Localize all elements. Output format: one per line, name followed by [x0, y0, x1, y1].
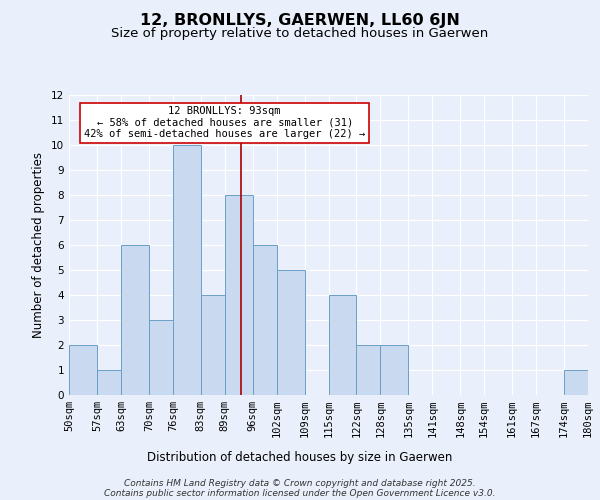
Bar	[564, 370, 588, 395]
Bar	[149, 320, 173, 395]
Bar	[380, 345, 409, 395]
Bar	[329, 295, 356, 395]
Bar	[225, 195, 253, 395]
Text: 12, BRONLLYS, GAERWEN, LL60 6JN: 12, BRONLLYS, GAERWEN, LL60 6JN	[140, 12, 460, 28]
Text: Contains public sector information licensed under the Open Government Licence v3: Contains public sector information licen…	[104, 490, 496, 498]
Bar	[356, 345, 380, 395]
Bar	[97, 370, 121, 395]
Bar	[121, 245, 149, 395]
Bar	[69, 345, 97, 395]
Text: Size of property relative to detached houses in Gaerwen: Size of property relative to detached ho…	[112, 28, 488, 40]
Text: 12 BRONLLYS: 93sqm
← 58% of detached houses are smaller (31)
42% of semi-detache: 12 BRONLLYS: 93sqm ← 58% of detached hou…	[84, 106, 365, 140]
Bar	[173, 145, 201, 395]
Bar	[253, 245, 277, 395]
Y-axis label: Number of detached properties: Number of detached properties	[32, 152, 46, 338]
Text: Contains HM Land Registry data © Crown copyright and database right 2025.: Contains HM Land Registry data © Crown c…	[124, 480, 476, 488]
Text: Distribution of detached houses by size in Gaerwen: Distribution of detached houses by size …	[148, 451, 452, 464]
Bar	[277, 270, 305, 395]
Bar	[201, 295, 225, 395]
